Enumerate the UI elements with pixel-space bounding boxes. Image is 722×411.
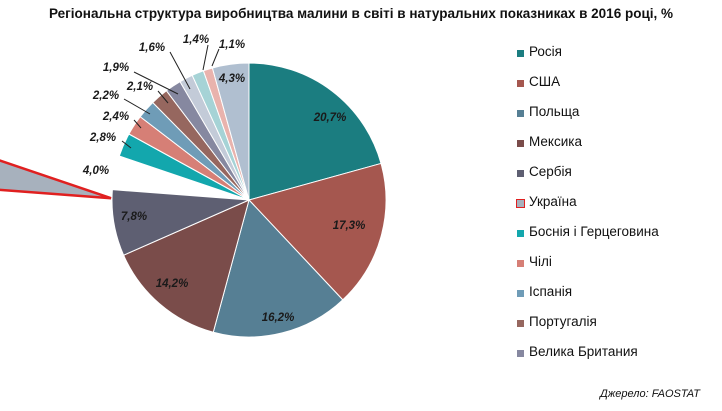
chart-title: Регіональна структура виробництва малини… (49, 6, 673, 21)
data-label: 2,4% (102, 111, 129, 123)
leader-line (202, 44, 209, 71)
data-label: 4,3% (218, 73, 245, 85)
pie-slice (122, 199, 250, 333)
data-label: 1,4% (183, 34, 209, 46)
data-label: 7,8% (121, 211, 147, 223)
legend-item: Боснія і Герцеговина (517, 224, 717, 254)
legend-swatch (517, 170, 524, 177)
leader-line (133, 71, 179, 95)
data-label: 4,0% (82, 165, 109, 177)
legend: Росія США Польща Мексика Сербія Україна Боснія… (516, 44, 717, 374)
leader-line (133, 119, 142, 129)
leader-line (211, 48, 220, 67)
pie-slices (0, 62, 387, 338)
pie-slice (212, 199, 344, 338)
leader-line (157, 90, 169, 104)
legend-swatch (517, 230, 524, 237)
legend-label: Сербія (529, 164, 572, 179)
legend-label: Україна (529, 194, 577, 209)
legend-label: Росія (529, 44, 562, 59)
legend-item: Росія (517, 44, 717, 74)
legend-item: Сербія (517, 164, 717, 194)
legend-label: США (529, 74, 561, 89)
legend-item: Велика Британия (517, 344, 717, 374)
data-label: 2,8% (89, 132, 116, 144)
data-labels: 20,7% 17,3% 16,2% 14,2% 7,8% 4,0% 2,8% 2,4% 2,2%… (82, 34, 365, 324)
pie-slice (248, 62, 382, 201)
data-label: 20,7% (313, 112, 347, 124)
legend-item: Україна (516, 194, 717, 224)
legend-label: Чілі (529, 254, 552, 269)
legend-label: Велика Британия (529, 344, 638, 359)
leader-lines (121, 44, 220, 149)
legend-swatch (517, 80, 524, 87)
legend-swatch (517, 350, 524, 357)
legend-item: Чілі (517, 254, 717, 284)
legend-item: Іспанія (517, 284, 717, 314)
legend-label: Мексика (529, 134, 582, 149)
pie-slice (0, 159, 112, 200)
legend-label: Іспанія (529, 284, 573, 299)
data-label: 1,6% (139, 42, 165, 54)
legend-label: Боснія і Герцеговина (529, 224, 659, 239)
pie-slice (248, 162, 387, 301)
pie-slice (111, 189, 250, 256)
data-label: 17,3% (333, 220, 366, 232)
leader-line (169, 51, 191, 90)
source-note: Джерело: FAOSTAT (599, 388, 700, 400)
legend-item: Польща (517, 104, 717, 134)
legend-item: Португалія (517, 314, 717, 344)
legend-swatch (517, 50, 524, 57)
legend-label: Польща (529, 104, 580, 119)
legend-swatch (517, 140, 524, 147)
data-label: 2,2% (92, 90, 119, 102)
legend-item: Мексика (517, 134, 717, 164)
legend-swatch (517, 110, 524, 117)
leader-line (121, 140, 132, 149)
legend-swatch (517, 320, 524, 327)
data-label: 2,1% (126, 81, 153, 93)
legend-swatch (517, 260, 524, 267)
data-label: 1,1% (219, 39, 245, 51)
pie-slice (211, 62, 250, 201)
legend-swatch (517, 290, 524, 297)
data-label: 14,2% (156, 278, 189, 290)
legend-item: США (517, 74, 717, 104)
data-label: 16,2% (262, 312, 295, 324)
legend-swatch (516, 199, 525, 208)
legend-label: Португалія (529, 314, 597, 329)
data-label: 1,9% (103, 62, 129, 74)
leader-line (123, 98, 151, 115)
